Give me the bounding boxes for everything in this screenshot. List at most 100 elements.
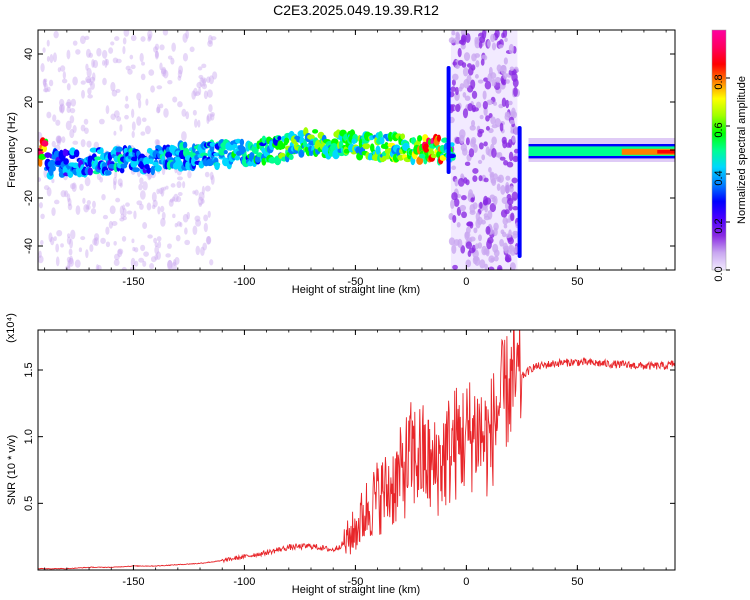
heatmap-broadband-cell	[448, 237, 456, 246]
heatmap-broadband-cell	[477, 128, 485, 134]
heatmap-noise-cell	[172, 213, 176, 219]
heatmap-noise-cell	[169, 198, 174, 203]
heatmap-noise-cell	[127, 68, 133, 75]
heatmap-cell	[63, 158, 69, 165]
heatmap-noise-cell	[66, 98, 72, 109]
heatmap-broadband-cell	[511, 107, 516, 117]
heatmap-noise-cell	[147, 30, 153, 39]
heatmap-noise-cell	[209, 112, 216, 117]
heatmap-cell	[182, 141, 188, 149]
heatmap-noise-cell	[62, 71, 67, 80]
heatmap-noise-cell	[87, 94, 93, 99]
heatmap-broadband-cell	[485, 248, 490, 257]
heatmap-noise-cell	[80, 236, 86, 241]
heatmap-noise-cell	[114, 253, 120, 261]
heatmap-noise-cell	[139, 177, 144, 185]
heatmap-broadband-cell	[499, 122, 504, 132]
snr-x-tick-label: -150	[122, 576, 144, 588]
heatmap-noise-cell	[153, 237, 158, 244]
heatmap-broadband-cell	[469, 236, 476, 242]
heatmap-edge-burst	[517, 126, 522, 258]
heatmap-noise-cell	[170, 57, 175, 65]
heatmap-noise-cell	[194, 118, 198, 128]
heatmap-cell	[89, 147, 98, 153]
heatmap-noise-cell	[208, 75, 215, 85]
snr-line	[38, 330, 675, 570]
colorbar: 0.0 0.2 0.4 0.6 0.8 Normalized spectral ampl…	[711, 29, 748, 282]
heatmap-noise-cell	[57, 67, 61, 73]
heatmap-noise-cell	[81, 89, 85, 99]
heatmap-noise-cell	[86, 140, 92, 148]
heatmap-noise-cell	[68, 248, 73, 256]
heatmap-broadband-cell	[504, 111, 510, 118]
heatmap-broadband-cell	[465, 241, 473, 249]
heatmap-noise-cell	[96, 264, 102, 270]
heatmap-noise-cell	[198, 74, 204, 79]
heatmap-broadband-cell	[472, 167, 479, 174]
heatmap-noise-cell	[130, 266, 136, 270]
heatmap-broadband-cell	[507, 237, 514, 245]
heatmap-noise-cell	[202, 242, 208, 251]
heatmap-noise-cell	[203, 90, 208, 100]
heatmap-noise-cell	[154, 242, 159, 248]
heatmap-noise-cell	[130, 64, 136, 70]
heatmap-noise-cell	[210, 113, 215, 121]
snr-x-tick-label: 50	[571, 576, 583, 588]
heatmap-broadband-cell	[459, 204, 467, 212]
heatmap-cell	[148, 158, 154, 165]
heatmap-noise-cell	[93, 237, 99, 247]
heatmap-cell	[239, 145, 246, 155]
heatmap-noise-cell	[48, 232, 53, 243]
heatmap-noise-cell	[84, 177, 91, 187]
spectrogram-y-tick-label: -40	[23, 238, 35, 254]
heatmap-noise-cell	[147, 36, 151, 42]
heatmap-broadband-cell	[482, 100, 488, 110]
heatmap-broadband-cell	[464, 161, 471, 167]
heatmap-noise-cell	[117, 248, 124, 255]
heatmap-cell	[298, 149, 305, 158]
heatmap-noise-cell	[173, 193, 179, 203]
heatmap-broadband-cell	[481, 245, 488, 256]
heatmap-noise-cell	[202, 78, 206, 87]
heatmap-noise-cell	[101, 49, 108, 59]
heatmap-noise-cell	[197, 196, 204, 206]
heatmap-noise-cell	[207, 34, 213, 45]
heatmap-noise-cell	[167, 55, 173, 60]
heatmap-broadband-cell	[470, 119, 476, 127]
heatmap-broadband-cell	[477, 216, 483, 226]
heatmap-broadband-cell	[483, 177, 489, 183]
heatmap-noise-cell	[82, 197, 86, 204]
heatmap-broadband-cell	[484, 81, 492, 90]
heatmap-noise-cell	[74, 259, 81, 268]
heatmap-noise-cell	[206, 76, 211, 83]
heatmap-noise-cell	[61, 78, 68, 84]
heatmap-broadband-cell	[468, 148, 475, 158]
heatmap-noise-cell	[165, 185, 169, 190]
heatmap-broadband-cell	[474, 243, 479, 250]
heatmap-noise-cell	[154, 254, 159, 261]
heatmap-noise-cell	[110, 113, 116, 120]
heatmap-broadband-cell	[479, 114, 484, 120]
heatmap-broadband-cell	[508, 100, 513, 106]
heatmap-noise-cell	[66, 106, 71, 113]
heatmap-broadband-cell	[486, 99, 493, 106]
heatmap-broadband-cell	[512, 205, 519, 211]
heatmap-noise-cell	[66, 236, 72, 245]
heatmap-noise-cell	[51, 140, 56, 148]
heatmap-broadband-cell	[487, 72, 493, 83]
heatmap-noise-cell	[212, 71, 218, 80]
heatmap-noise-cell	[69, 238, 73, 249]
heatmap-noise-cell	[146, 202, 152, 211]
heatmap-broadband-cell	[512, 230, 519, 236]
heatmap-broadband-cell	[502, 139, 508, 149]
heatmap-noise-cell	[174, 256, 180, 265]
heatmap-broadband-cell	[506, 197, 514, 206]
heatmap-noise-cell	[119, 205, 124, 216]
heatmap-noise-cell	[182, 213, 189, 223]
heatmap-noise-cell	[151, 191, 157, 202]
heatmap-broadband-cell	[508, 151, 514, 162]
heatmap-cell	[381, 155, 387, 162]
heatmap-noise-cell	[159, 103, 164, 109]
heatmap-noise-cell	[209, 171, 214, 181]
heatmap-noise-cell	[72, 40, 78, 46]
